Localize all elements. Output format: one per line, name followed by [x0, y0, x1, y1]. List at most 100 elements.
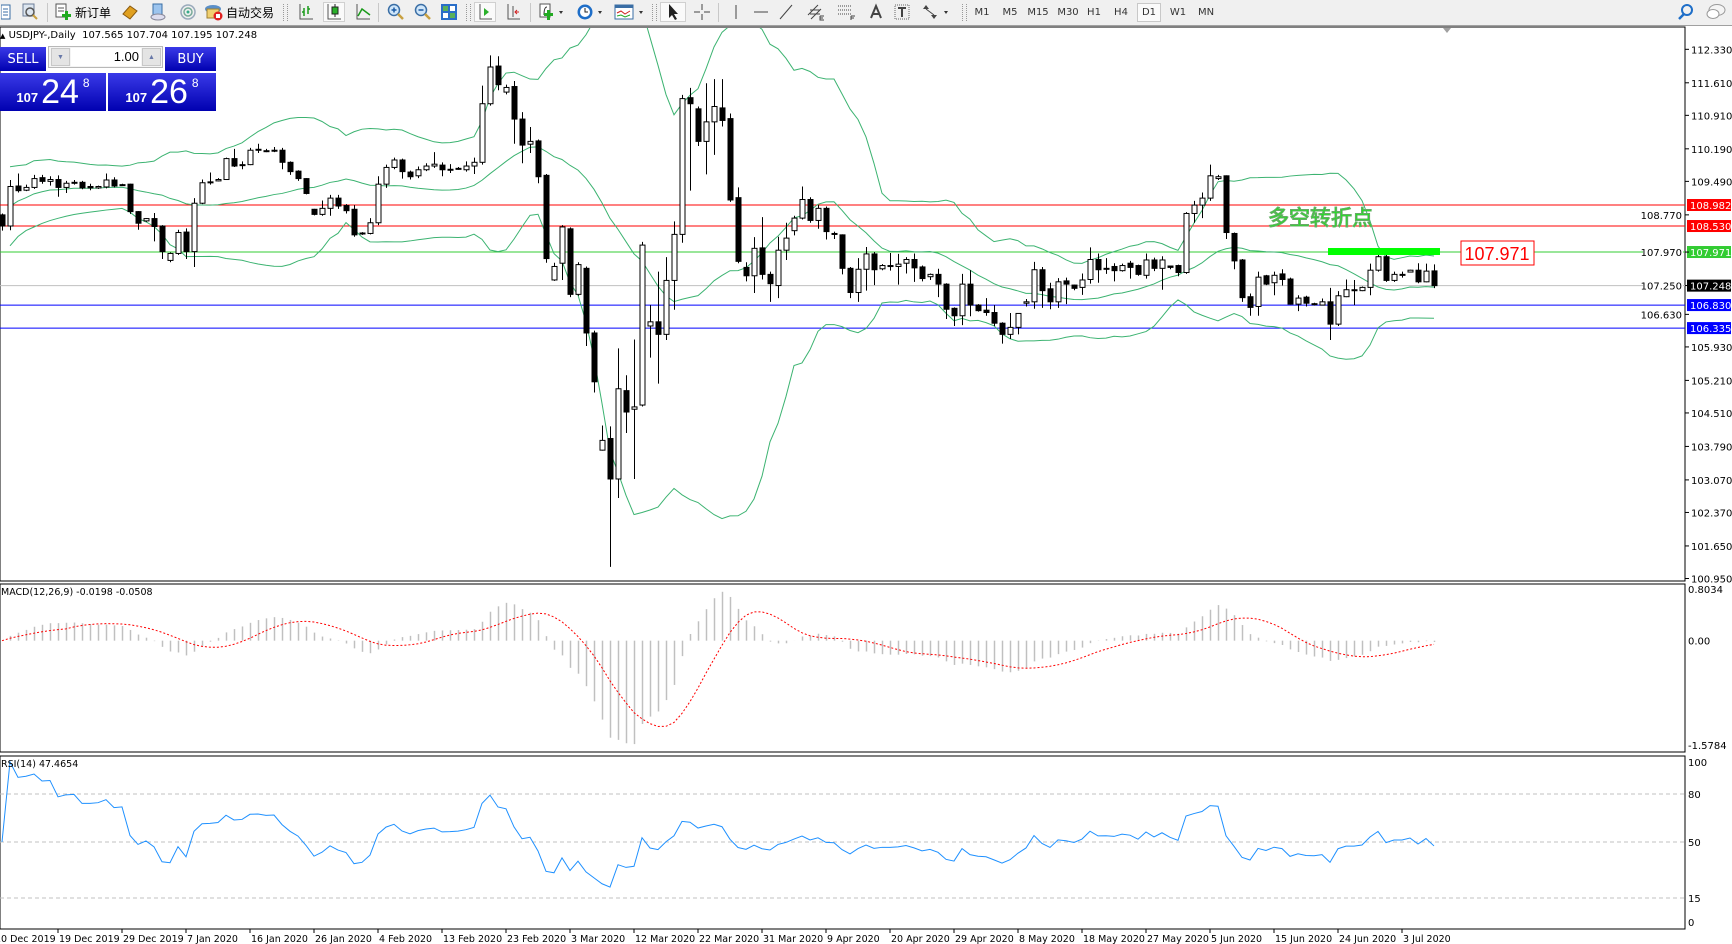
chat-icon: [1706, 4, 1726, 19]
bear-candle: [911, 253, 918, 282]
candle-body: [647, 321, 654, 327]
new-chart-button[interactable]: [0, 2, 12, 22]
zoom-out-button[interactable]: [413, 2, 433, 22]
lot-decrease-button[interactable]: ▼: [51, 48, 70, 66]
chat-button[interactable]: [1704, 2, 1728, 22]
bear-candle: [871, 252, 878, 286]
text-tool[interactable]: [866, 2, 886, 22]
bull-candle: [415, 166, 422, 179]
fibonacci-icon: [838, 5, 855, 20]
horizontal-line-tool[interactable]: [751, 2, 771, 22]
bull-candle: [375, 176, 382, 226]
bear-candle: [1111, 263, 1118, 282]
auto-trading-button[interactable]: 自动交易: [203, 2, 275, 22]
candle-body: [967, 283, 974, 306]
bull-candle: [47, 176, 54, 186]
timeframe-m1[interactable]: M1: [974, 7, 990, 18]
candle-body: [879, 265, 886, 270]
candle-body: [1199, 197, 1206, 206]
bear-candle: [807, 197, 814, 223]
bear-candle: [607, 426, 614, 567]
price-tick-label: 105.210: [1691, 376, 1732, 387]
bull-candle: [327, 194, 334, 216]
fibonacci-tool[interactable]: [834, 2, 858, 22]
vertical-line-tool[interactable]: [727, 2, 745, 22]
date-tick-label: 29 Dec 2019: [123, 934, 184, 944]
chart-collapse-icon[interactable]: ▲: [0, 32, 6, 40]
timeframe-mn[interactable]: MN: [1197, 7, 1215, 18]
candle-body: [1319, 301, 1326, 306]
candle-body: [1335, 295, 1342, 325]
bull-candle: [1407, 269, 1414, 273]
data-window-button[interactable]: [148, 2, 168, 22]
bull-candle: [487, 55, 494, 106]
bear-candle: [951, 307, 958, 326]
sell-price-button[interactable]: 107 24 8: [0, 73, 106, 111]
bear-candle: [1151, 257, 1158, 272]
lot-size-stepper[interactable]: ▼ 1.00 ▲: [48, 46, 163, 68]
candle-body: [815, 207, 822, 221]
periods-dropdown[interactable]: [575, 2, 607, 22]
bar-chart-button[interactable]: [296, 2, 316, 22]
tile-windows-button[interactable]: [439, 2, 459, 22]
timeframe-h1[interactable]: H1: [1087, 7, 1101, 18]
lot-increase-button[interactable]: ▲: [142, 48, 161, 66]
timeframe-m5[interactable]: M5: [1002, 7, 1018, 18]
line-chart-button[interactable]: [353, 2, 373, 22]
candle-body: [1071, 284, 1078, 289]
bear-candle: [591, 330, 598, 393]
turning-level-box: [1460, 240, 1535, 266]
candle-body: [119, 184, 126, 187]
price-tick-label: 105.930: [1691, 343, 1732, 354]
bull-candle: [815, 205, 822, 229]
bear-candle: [183, 228, 190, 260]
timeframe-m15[interactable]: M15: [1027, 7, 1049, 18]
candle-body: [631, 406, 638, 410]
market-watch-button[interactable]: [120, 2, 140, 22]
lot-size-input[interactable]: 1.00: [71, 48, 141, 66]
indicators-dropdown[interactable]: [537, 2, 567, 22]
candle-body: [663, 279, 670, 335]
timeframe-d1[interactable]: D1: [1137, 3, 1161, 22]
bull-candle: [575, 262, 582, 296]
templates-dropdown[interactable]: [613, 2, 647, 22]
candle-body: [1159, 259, 1166, 269]
new-order-icon: [55, 3, 71, 20]
chevron-up-icon: ▲: [148, 53, 155, 61]
trendline-tool[interactable]: [776, 2, 796, 22]
zoom-in-button[interactable]: [386, 2, 406, 22]
price-tick-label-bg: [1643, 308, 1683, 321]
chart-shift-marker[interactable]: [1443, 28, 1451, 33]
equidistant-channel-tool[interactable]: [804, 2, 828, 22]
bull-candle: [1367, 263, 1374, 296]
buy-price-button[interactable]: 107 26 8: [108, 73, 216, 111]
candle-body: [671, 233, 678, 281]
cursor-tool[interactable]: [660, 2, 686, 22]
candle-body: [1151, 259, 1158, 269]
candle-body: [823, 207, 830, 233]
sell-button[interactable]: SELL: [0, 47, 46, 71]
text-label-tool[interactable]: [892, 2, 912, 22]
profiles-button[interactable]: [20, 2, 40, 22]
candle-body: [855, 268, 862, 294]
candle-body: [655, 321, 662, 335]
new-order-button[interactable]: 新订单: [54, 2, 112, 22]
crosshair-icon: [694, 4, 710, 20]
auto-scroll-button[interactable]: [502, 2, 524, 22]
chart-shift-button[interactable]: [474, 2, 496, 22]
navigator-button[interactable]: [178, 2, 198, 22]
timeframe-h4[interactable]: H4: [1114, 7, 1128, 18]
buy-button[interactable]: BUY: [165, 47, 216, 71]
candlestick-button[interactable]: [323, 2, 345, 22]
bear-candle: [767, 271, 774, 302]
search-button[interactable]: [1676, 2, 1696, 22]
candle-body: [1063, 280, 1070, 285]
bull-candle: [463, 161, 470, 172]
bull-candle: [319, 200, 326, 216]
timeframe-m30[interactable]: M30: [1057, 7, 1079, 18]
arrows-dropdown[interactable]: [920, 2, 954, 22]
timeframe-w1[interactable]: W1: [1169, 7, 1187, 18]
candle-body: [583, 267, 590, 334]
crosshair-tool[interactable]: [692, 2, 712, 22]
